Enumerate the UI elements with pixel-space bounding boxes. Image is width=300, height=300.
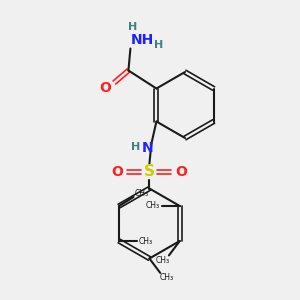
Text: CH₃: CH₃	[159, 273, 173, 282]
Text: S: S	[144, 164, 155, 179]
Text: NH: NH	[131, 34, 154, 47]
Text: H: H	[128, 22, 137, 32]
Text: H: H	[154, 40, 163, 50]
Text: CH₃: CH₃	[146, 202, 160, 211]
Text: O: O	[176, 164, 188, 178]
Text: CH₃: CH₃	[139, 236, 153, 245]
Text: N: N	[142, 140, 153, 154]
Text: CH₃: CH₃	[156, 256, 170, 265]
Text: O: O	[100, 80, 111, 94]
Text: CH₃: CH₃	[134, 190, 148, 199]
Text: H: H	[131, 142, 140, 152]
Text: O: O	[112, 164, 123, 178]
